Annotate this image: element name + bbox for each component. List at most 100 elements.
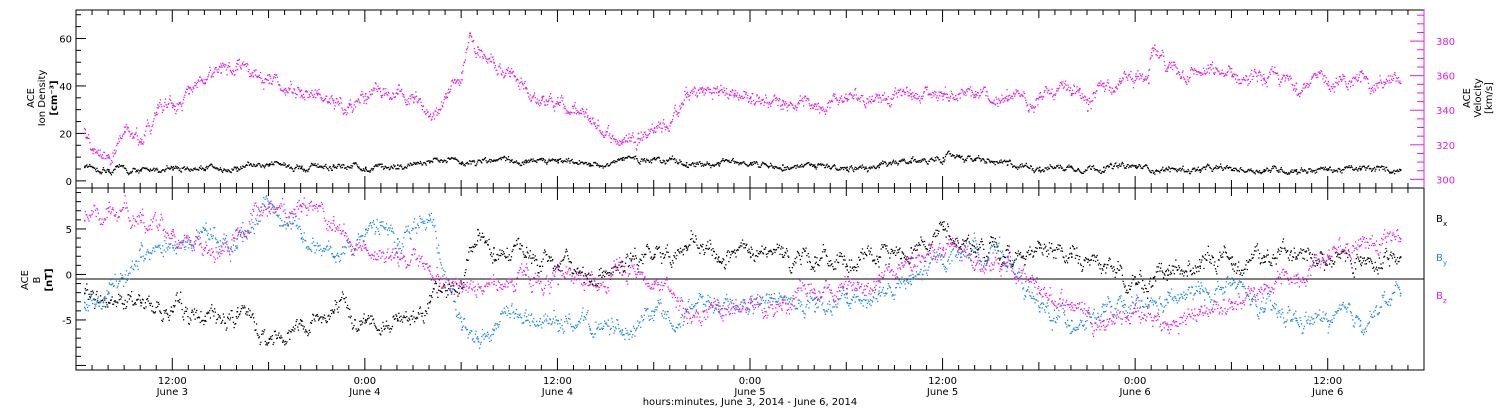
data-point — [617, 142, 619, 144]
data-point — [310, 165, 312, 167]
data-point — [238, 169, 240, 171]
data-point — [736, 162, 738, 164]
data-point — [1379, 166, 1381, 168]
data-point — [907, 95, 909, 97]
data-point — [284, 94, 287, 96]
data-point — [953, 96, 955, 99]
data-point — [657, 157, 659, 159]
data-point — [1116, 165, 1118, 167]
data-point — [184, 94, 186, 96]
data-point — [1203, 166, 1205, 168]
data-point — [965, 158, 967, 161]
data-point — [169, 168, 171, 170]
data-point — [485, 241, 487, 244]
data-point — [1309, 168, 1311, 170]
data-point — [1091, 100, 1094, 102]
data-point — [120, 165, 123, 167]
data-point — [408, 317, 410, 319]
data-point — [758, 166, 760, 168]
data-point — [662, 122, 664, 124]
data-point — [575, 107, 577, 109]
data-point — [1014, 95, 1016, 97]
data-point — [1369, 167, 1371, 170]
data-point — [120, 137, 122, 139]
data-point — [320, 166, 322, 168]
data-point — [468, 160, 471, 162]
data-point — [793, 165, 796, 167]
data-point — [877, 164, 879, 167]
data-point — [354, 162, 357, 164]
data-point — [976, 91, 979, 94]
data-point — [466, 49, 468, 51]
data-point — [897, 163, 900, 165]
data-point — [168, 167, 170, 169]
data-point — [1144, 78, 1146, 80]
data-point — [753, 160, 755, 163]
data-point — [1173, 64, 1175, 66]
data-point — [1320, 70, 1322, 72]
data-point — [1327, 169, 1330, 171]
data-point — [422, 162, 424, 164]
data-point — [377, 329, 379, 331]
data-point — [771, 101, 773, 103]
data-point — [444, 96, 446, 98]
data-point — [367, 170, 369, 172]
data-point — [294, 328, 296, 330]
data-point — [1356, 169, 1358, 171]
data-point — [734, 94, 736, 97]
data-point — [655, 159, 657, 161]
data-point — [1109, 163, 1111, 166]
data-point — [891, 98, 893, 100]
data-point — [185, 168, 188, 170]
data-point — [721, 159, 723, 161]
data-point — [752, 93, 754, 95]
data-point — [827, 165, 830, 167]
data-point — [84, 165, 86, 167]
data-point — [259, 164, 261, 166]
data-point — [686, 91, 689, 93]
data-point — [1330, 90, 1332, 92]
data-point — [570, 159, 572, 162]
data-point — [159, 171, 161, 173]
data-point — [560, 97, 562, 99]
data-point — [598, 166, 601, 168]
data-point — [463, 282, 465, 284]
data-point — [520, 164, 523, 166]
data-point — [691, 90, 693, 92]
data-point — [1131, 164, 1134, 166]
data-point — [673, 112, 675, 114]
data-point — [123, 133, 125, 135]
data-point — [237, 316, 240, 318]
data-point — [123, 164, 125, 167]
data-point — [424, 113, 427, 115]
data-point — [635, 155, 637, 157]
data-point — [147, 300, 149, 302]
data-point — [1238, 83, 1240, 85]
data-point — [252, 313, 254, 315]
data-point — [767, 102, 769, 104]
data-point — [939, 158, 941, 161]
data-point — [759, 100, 761, 102]
data-point — [1342, 74, 1344, 76]
data-point — [1346, 86, 1348, 89]
data-point — [1221, 69, 1223, 71]
data-point — [1019, 165, 1021, 167]
data-point — [146, 125, 148, 127]
data-point — [718, 164, 720, 166]
data-point — [1217, 167, 1220, 169]
data-point — [468, 246, 471, 249]
data-point — [453, 158, 455, 160]
data-point — [276, 76, 278, 78]
data-point — [881, 163, 883, 165]
data-point — [1373, 168, 1375, 170]
data-point — [403, 168, 405, 170]
data-point — [589, 120, 592, 123]
data-point — [342, 293, 344, 295]
data-point — [123, 308, 125, 310]
data-point — [1289, 172, 1291, 174]
data-point — [410, 94, 413, 96]
data-point — [276, 74, 278, 76]
data-point — [856, 167, 858, 169]
data-point — [206, 313, 209, 315]
data-point — [724, 90, 726, 92]
